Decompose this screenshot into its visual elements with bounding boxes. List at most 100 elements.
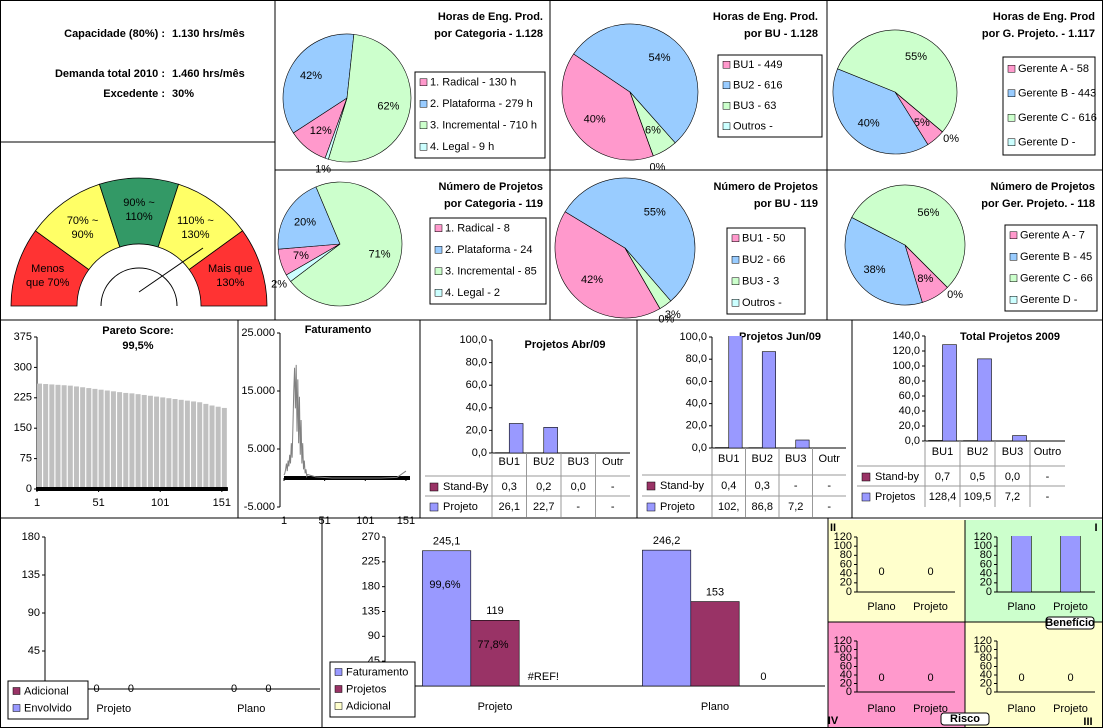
legend-swatch	[419, 78, 428, 86]
y-tick-label: 100,0	[892, 360, 920, 372]
gauge-label: 130%	[216, 277, 244, 289]
y-tick-label: 40,0	[466, 402, 487, 414]
gauge-label: que 70%	[26, 277, 70, 289]
y-tick-label: 25.000	[241, 327, 275, 339]
marker	[190, 487, 198, 491]
bar	[221, 407, 227, 489]
y-tick-label: 100	[834, 643, 852, 655]
bar	[135, 394, 141, 489]
x-tick-label: BU1	[718, 453, 739, 465]
y-tick-label: 80,0	[899, 375, 920, 387]
pie-slice	[851, 184, 966, 288]
y-tick-label: 40	[840, 568, 852, 580]
chart-subtitle: por Ger. Projeto. - 118	[981, 198, 1095, 210]
y-tick-label: 75	[20, 453, 32, 465]
y-tick-label: 135	[22, 569, 40, 581]
x-tick-label: BU2	[533, 456, 554, 468]
pie-label: 8%	[917, 273, 933, 285]
y-tick-label: 40	[840, 669, 852, 681]
x-tick-label: BU2	[967, 446, 988, 458]
pie-label: 40%	[584, 114, 606, 126]
y-tick-label: 120	[974, 531, 992, 543]
tag-box	[940, 712, 990, 726]
y-tick-label: 80	[980, 652, 992, 664]
chart-title: Faturamento	[305, 324, 372, 336]
chart-title: Horas de Eng. Prod.	[438, 11, 543, 23]
bar	[110, 391, 116, 489]
y-tick-label: 60,0	[899, 390, 920, 402]
y-tick-label: 0	[986, 586, 992, 598]
legend-label: Gerente C - 66	[1020, 273, 1093, 285]
x-tick-label: Plano	[867, 601, 895, 613]
table-cell: -	[1046, 471, 1050, 483]
y-tick-label: 40	[980, 669, 992, 681]
legend-label: Envolvido	[24, 702, 72, 714]
table-row-label: Projeto	[660, 501, 695, 513]
marker	[122, 487, 130, 491]
x-tick-label: 51	[92, 497, 104, 509]
pie-slice	[844, 217, 923, 306]
legend-label: Gerente B - 45	[1020, 251, 1092, 263]
x-tick-label: Outr	[602, 456, 624, 468]
gauge-segment	[188, 230, 268, 307]
x-tick-label: Projeto	[96, 703, 131, 715]
y-tick-label: 0	[846, 686, 852, 698]
y-tick-label: 0	[846, 586, 852, 598]
annotation: I	[1094, 522, 1097, 534]
pie-label: 5%	[914, 117, 930, 129]
legend-swatch	[731, 256, 740, 264]
legend-swatch	[1009, 296, 1018, 304]
chart-subtitle: por G. Projeto. - 1.117	[982, 28, 1095, 40]
summary-label: Excedente :	[103, 88, 165, 100]
y-tick-label: 120	[974, 635, 992, 647]
bar	[209, 405, 215, 489]
pie-label: 12%	[310, 125, 332, 137]
legend-swatch	[429, 482, 439, 492]
pie-slice	[277, 186, 341, 250]
y-tick-label: 20	[980, 677, 992, 689]
legend-swatch	[419, 100, 428, 108]
y-tick-label: 225	[14, 392, 32, 404]
bar	[123, 392, 129, 489]
legend-label: Gerente A - 58	[1018, 63, 1089, 75]
legend-label: 2. Plataforma - 279 h	[430, 98, 533, 110]
pie-label: 38%	[864, 264, 886, 276]
data-label: 0	[760, 671, 766, 683]
legend-swatch	[12, 704, 21, 712]
line	[283, 364, 407, 479]
legend-swatch	[861, 472, 871, 482]
x-tick-label: Outro	[1034, 446, 1062, 458]
legend-swatch	[334, 702, 343, 710]
table-cell: 0,3	[755, 480, 770, 492]
bar	[92, 388, 98, 489]
legend-label: Gerente D -	[1018, 137, 1076, 149]
bar	[1012, 435, 1027, 441]
x-tick-label: Projeto	[478, 701, 513, 713]
bar	[98, 389, 104, 489]
pie-label: 62%	[377, 100, 399, 112]
data-label: 0	[94, 683, 100, 695]
x-tick-label: BU3	[785, 453, 806, 465]
pie-slice	[285, 243, 341, 282]
bar	[129, 393, 135, 489]
pie-slice	[324, 97, 348, 160]
gauge-label: Menos	[31, 263, 65, 275]
bar	[1060, 536, 1081, 592]
table-cell: 0,0	[1005, 471, 1020, 483]
gauge-label: 130%	[181, 229, 209, 241]
pie-label: 1%	[315, 164, 331, 176]
y-tick-label: 40,0	[899, 405, 920, 417]
x-tick-label: BU2	[752, 453, 773, 465]
legend-swatch	[429, 502, 439, 512]
y-tick-label: 20	[840, 677, 852, 689]
legend-box	[7, 680, 89, 720]
legend-label: 1. Radical - 8	[445, 223, 510, 235]
bar	[642, 549, 692, 686]
legend-label: Gerente C - 616	[1018, 112, 1097, 124]
bar	[761, 351, 776, 448]
table-cell: 0,5	[970, 471, 985, 483]
quadrant-bg	[828, 520, 965, 622]
legend-label: 4. Legal - 2	[445, 287, 500, 299]
x-tick-label: 101	[151, 497, 169, 509]
